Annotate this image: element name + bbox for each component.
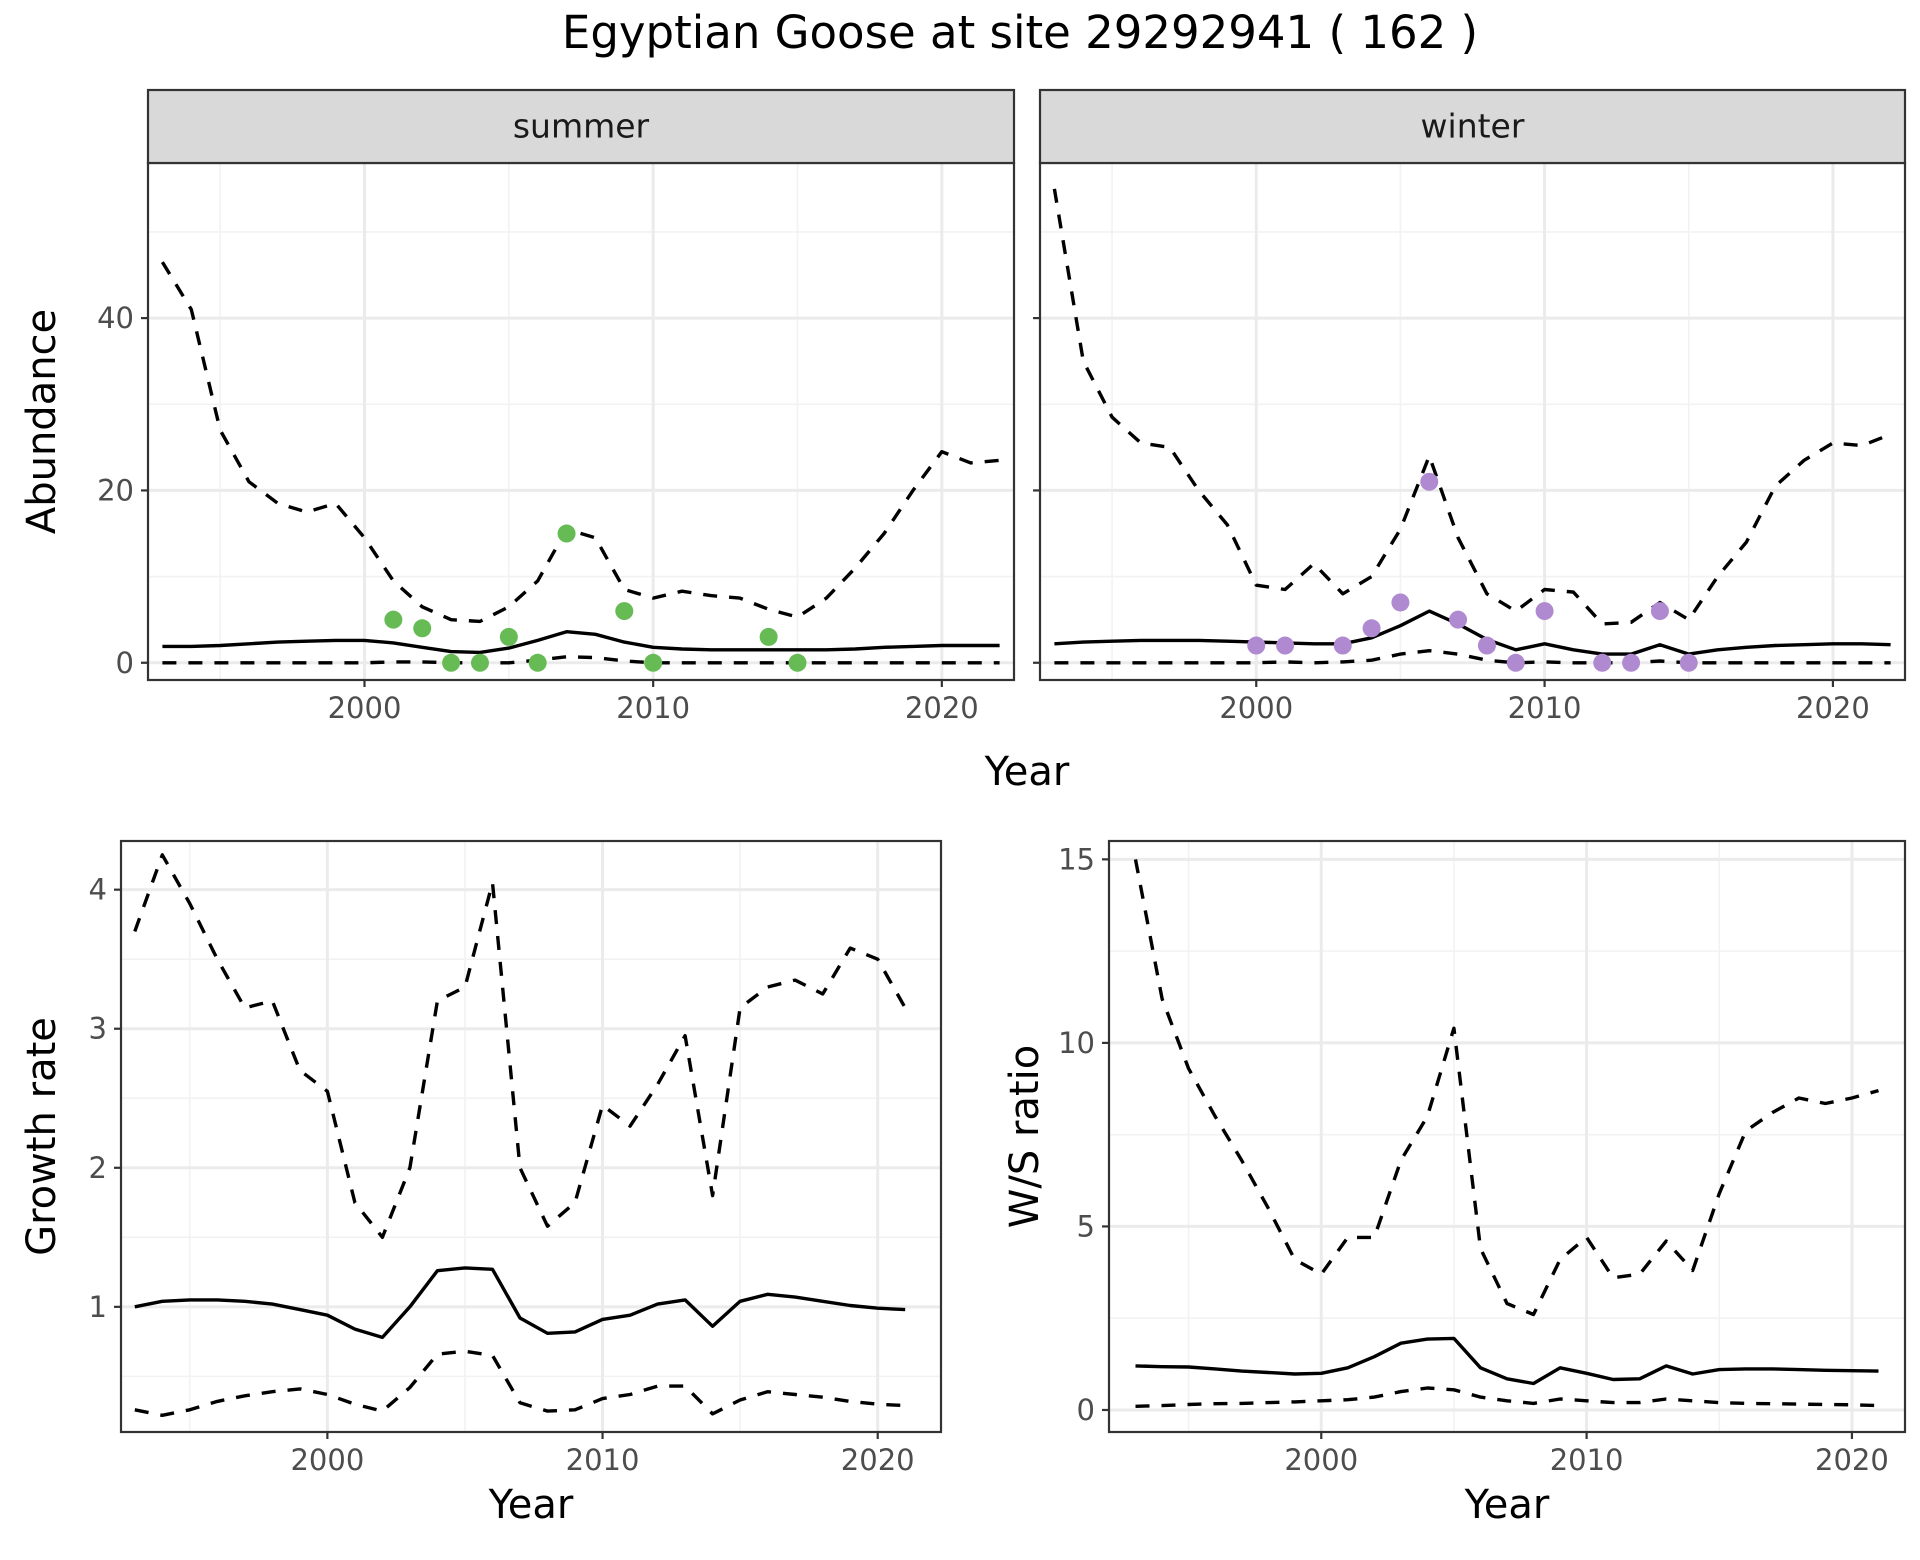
data-point (1449, 610, 1468, 629)
data-point (557, 524, 576, 543)
series-line-lower (134, 1349, 906, 1417)
y-tick-label: 5 (1077, 1209, 1095, 1243)
y-axis-title: Growth rate (19, 1017, 65, 1256)
x-axis-title: Year (488, 1482, 574, 1528)
x-tick-label: 2000 (1219, 691, 1293, 725)
panel-border (1107, 839, 1907, 1434)
data-point (1477, 636, 1496, 655)
x-axis-title-facets: Year (984, 749, 1070, 795)
x-tick-label: 2010 (566, 1443, 640, 1477)
facet-strip (1038, 88, 1907, 165)
x-tick-label: 2020 (1796, 691, 1870, 725)
series-line-estimate (1135, 1336, 1879, 1386)
data-point (1679, 653, 1698, 672)
data-point (1622, 653, 1641, 672)
x-axis-title: Year (1464, 1482, 1550, 1528)
data-point (1506, 653, 1525, 672)
data-point (1247, 636, 1266, 655)
y-tick-label: 0 (116, 646, 134, 680)
data-point (1276, 636, 1295, 655)
y-axis-title: Abundance (19, 309, 65, 534)
y-tick-label: 2 (89, 1151, 107, 1185)
y-tick-label: 20 (97, 473, 134, 507)
data-point (759, 627, 778, 646)
x-tick-label: 2010 (616, 691, 690, 725)
data-point (1593, 653, 1612, 672)
panel-growth: 2000 2010 2020 1 2 3 4 Growth rate Year (19, 839, 943, 1528)
series-line-estimate (162, 630, 1000, 655)
data-point (1420, 472, 1439, 491)
data-point (644, 653, 663, 672)
x-tick-label: 2000 (290, 1443, 364, 1477)
data-point (470, 653, 489, 672)
data-point (499, 627, 518, 646)
panel-winter: winter 2000 2010 2020 (1033, 88, 1907, 725)
x-tick-label: 2010 (1550, 1443, 1624, 1477)
series-line-estimate (1054, 609, 1891, 656)
y-tick-label: 15 (1058, 842, 1095, 876)
data-point (1535, 602, 1554, 621)
y-tick-label: 10 (1058, 1026, 1095, 1060)
data-point (1650, 602, 1669, 621)
x-tick-label: 2010 (1508, 691, 1582, 725)
y-tick-label: 4 (89, 873, 107, 907)
series-line-upper (1052, 188, 1892, 626)
data-point (1333, 636, 1352, 655)
y-tick-label: 40 (97, 301, 134, 335)
panel-ratio: 2000 2010 2020 0 5 10 15 W/S ratio Year (1002, 839, 1907, 1528)
data-point (413, 619, 432, 638)
facet-strip-label: summer (513, 107, 650, 146)
series-line-lower (162, 655, 1000, 665)
figure-title: Egyptian Goose at site 29292941 ( 162 ) (562, 6, 1478, 59)
data-point (788, 653, 807, 672)
x-tick-label: 2020 (841, 1443, 915, 1477)
series-line-lower (1054, 649, 1891, 665)
data-point (528, 653, 547, 672)
series-line-upper (133, 853, 907, 1239)
x-tick-label: 2000 (1284, 1443, 1358, 1477)
series-line-upper (1133, 859, 1879, 1317)
data-point (1391, 593, 1410, 612)
y-tick-label: 1 (89, 1290, 107, 1324)
x-tick-label: 2000 (328, 691, 402, 725)
data-point (384, 610, 403, 629)
y-tick-label: 0 (1077, 1393, 1095, 1427)
data-point (442, 653, 461, 672)
panel-summer: summer 2000 2010 2020 0 20 40 Abundance (19, 88, 1016, 725)
data-point (615, 602, 634, 621)
facet-strip (146, 88, 1016, 165)
y-axis-title: W/S ratio (1002, 1045, 1048, 1228)
series-line-estimate (134, 1266, 906, 1340)
series-line-upper (160, 261, 1000, 624)
x-tick-label: 2020 (905, 691, 979, 725)
panel-border (119, 839, 943, 1434)
series-line-lower (1135, 1386, 1879, 1408)
y-tick-label: 3 (89, 1012, 107, 1046)
facet-strip-label: winter (1421, 107, 1525, 146)
data-point (1362, 619, 1381, 638)
x-tick-label: 2020 (1815, 1443, 1889, 1477)
